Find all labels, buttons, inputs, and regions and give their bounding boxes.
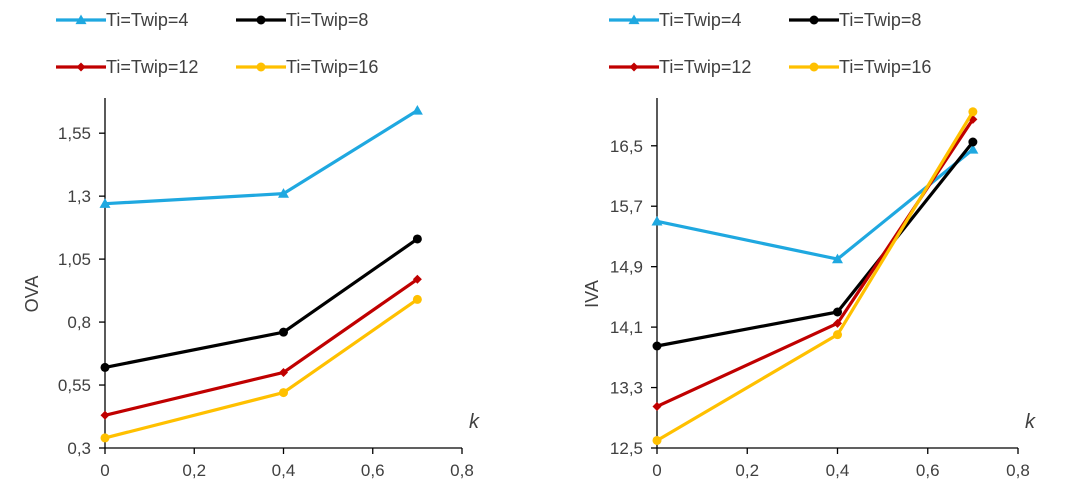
- y-tick-label: 0,3: [67, 439, 91, 458]
- x-tick-label: 0,8: [450, 461, 474, 480]
- series-line: [655, 117, 975, 409]
- legend-label: Ti=Twip=4: [106, 10, 188, 30]
- data-point: [412, 274, 422, 284]
- legend-marker: [256, 15, 266, 25]
- x-axis-title: k: [1025, 411, 1036, 433]
- data-point: [651, 215, 663, 226]
- y-tick-label: 14,9: [610, 258, 643, 277]
- data-point: [968, 137, 978, 147]
- legend-label: Ti=Twip=8: [839, 10, 921, 30]
- legend-marker: [76, 62, 86, 72]
- data-point: [100, 410, 110, 420]
- y-tick-label: 1,05: [58, 250, 91, 269]
- series-line: [103, 277, 419, 417]
- legend-label: Ti=Twip=16: [286, 57, 378, 77]
- y-axis-title: IVA: [582, 280, 602, 308]
- y-axis-title: OVA: [22, 276, 42, 313]
- series-line: [103, 237, 419, 370]
- x-tick-label: 0,6: [916, 461, 940, 480]
- data-point: [412, 294, 422, 304]
- series-line: [655, 140, 975, 348]
- legend-marker: [629, 62, 639, 72]
- data-point: [967, 144, 979, 154]
- y-tick-label: 1,3: [67, 187, 91, 206]
- data-point: [279, 388, 288, 398]
- series-line: [103, 297, 419, 440]
- data-point: [833, 318, 842, 328]
- legend-marker: [809, 62, 819, 72]
- legend-item: Ti=Twip=8: [789, 10, 921, 30]
- data-point: [833, 330, 842, 340]
- legend-label: Ti=Twip=4: [659, 10, 741, 30]
- data-point: [652, 435, 662, 445]
- x-tick-label: 0,4: [272, 461, 296, 480]
- data-point: [652, 341, 662, 351]
- legend-item: Ti=Twip=12: [609, 57, 751, 77]
- legend-label: Ti=Twip=12: [106, 57, 198, 77]
- legend-marker: [75, 14, 87, 25]
- y-tick-label: 13,3: [610, 379, 643, 398]
- x-tick-label: 0,2: [735, 461, 759, 480]
- data-point: [278, 188, 289, 198]
- iva-chart: 12,5 13,3 14,1 14,9 15,7 16,5 0 0,2 0,4 0,6 0,8 IVA…: [582, 10, 1036, 480]
- x-tick-label: 0,8: [1006, 461, 1030, 480]
- y-tick-label: 1,55: [58, 124, 91, 143]
- x-axis-title: k: [469, 411, 480, 433]
- data-point: [279, 367, 288, 377]
- y-tick-label: 15,7: [610, 197, 643, 216]
- legend-marker: [628, 14, 640, 25]
- data-point: [833, 307, 842, 317]
- series-line: [655, 110, 975, 443]
- y-tick-label: 16,5: [610, 137, 643, 156]
- legend-item: Ti=Twip=16: [236, 57, 378, 77]
- series-line: [103, 108, 419, 206]
- legend-label: Ti=Twip=16: [839, 57, 931, 77]
- y-tick-label: 0,8: [67, 313, 91, 332]
- data-point: [652, 401, 662, 411]
- data-point: [100, 362, 110, 372]
- legend-label: Ti=Twip=8: [286, 10, 368, 30]
- legend-item: Ti=Twip=12: [56, 57, 198, 77]
- data-point: [968, 107, 978, 117]
- ova-chart: 0,3 0,55 0,8 1,05 1,3 1,55 0 0,2 0,4 0,6 0,8 OVA k Ti…: [22, 10, 480, 480]
- y-tick-label: 12,5: [610, 439, 643, 458]
- data-point: [99, 198, 111, 208]
- data-point: [100, 433, 110, 443]
- x-tick-label: 0,2: [182, 461, 206, 480]
- y-tick-label: 14,1: [610, 318, 643, 337]
- legend-item: Ti=Twip=4: [609, 10, 741, 30]
- y-tick-label: 0,55: [58, 376, 91, 395]
- data-point: [279, 327, 288, 337]
- x-tick-label: 0,6: [361, 461, 385, 480]
- x-tick-label: 0: [100, 461, 109, 480]
- series-line: [655, 147, 975, 261]
- legend-item: Ti=Twip=4: [56, 10, 188, 30]
- x-tick-label: 0: [652, 461, 661, 480]
- legend-label: Ti=Twip=12: [659, 57, 751, 77]
- legend-item: Ti=Twip=16: [789, 57, 931, 77]
- data-point: [412, 234, 422, 244]
- legend-marker: [256, 62, 266, 72]
- legend-item: Ti=Twip=8: [236, 10, 368, 30]
- x-tick-label: 0,4: [826, 461, 850, 480]
- data-point: [832, 253, 843, 264]
- data-point: [411, 105, 423, 115]
- legend-marker: [809, 15, 819, 25]
